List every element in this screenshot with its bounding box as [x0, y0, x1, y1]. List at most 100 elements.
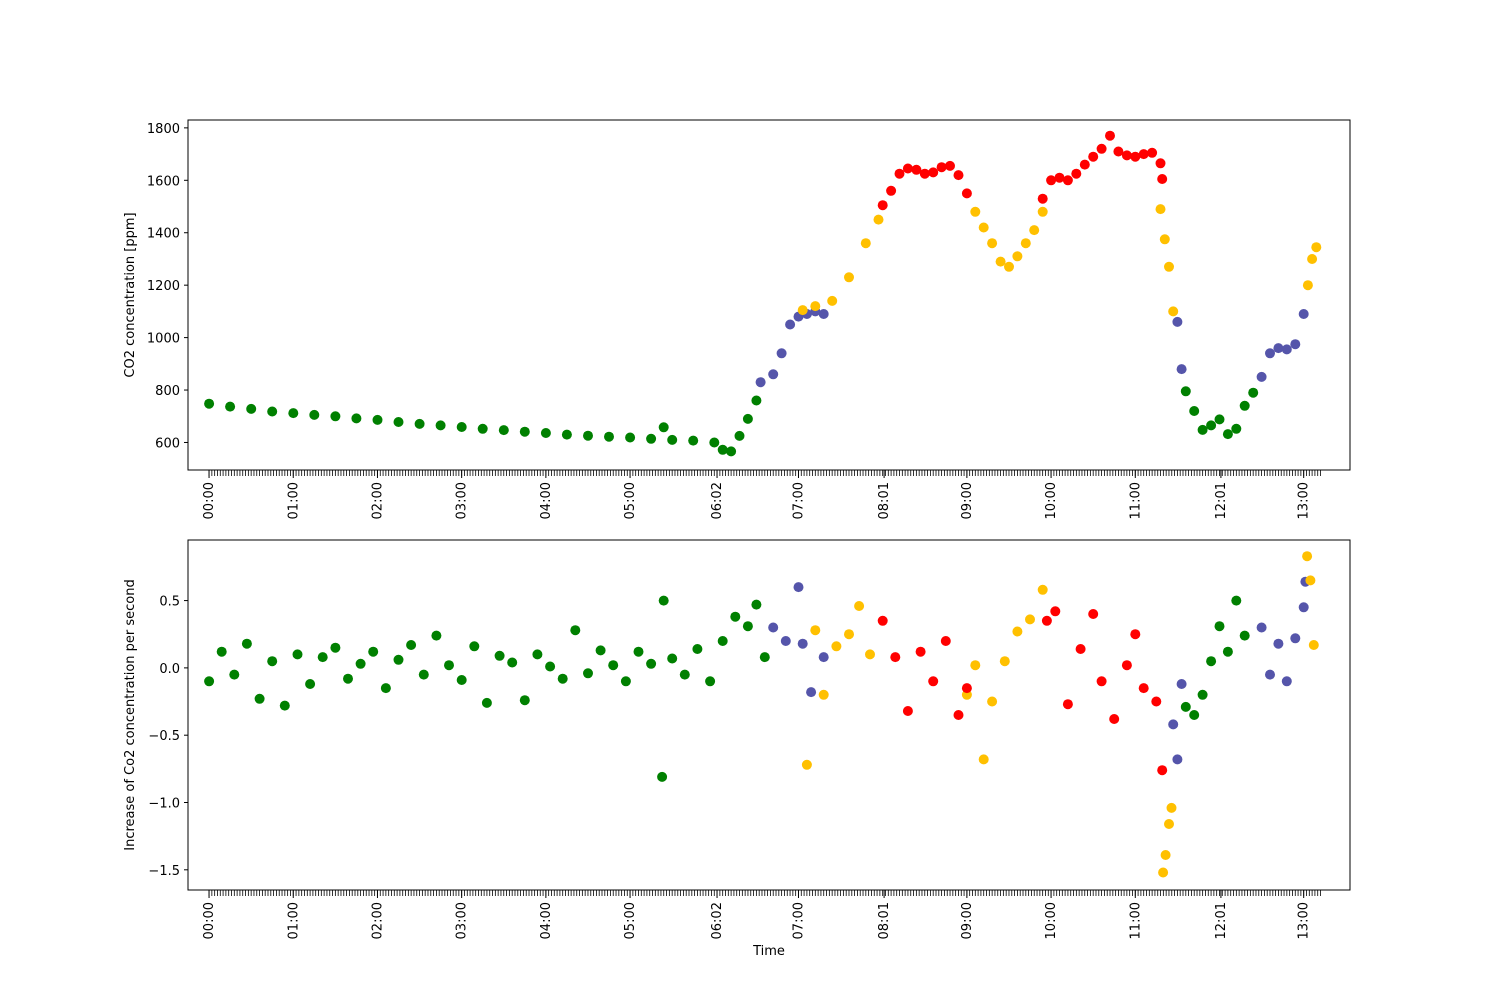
data-point-blue — [1273, 638, 1284, 649]
data-point-green — [561, 429, 572, 440]
data-point-green — [225, 401, 236, 412]
data-point-green — [456, 675, 467, 685]
data-point-green — [604, 431, 614, 442]
y-tick-label: −0.5 — [148, 729, 180, 744]
data-point-red — [1041, 615, 1052, 626]
data-point-yellow — [827, 295, 838, 306]
x-tick-label: 10:00 — [1044, 482, 1059, 519]
data-point-green — [1239, 400, 1250, 411]
data-point-red — [902, 163, 913, 174]
plot-area-frame — [187, 539, 1351, 891]
x-tick-label: 06:02 — [710, 902, 725, 939]
data-point-green — [751, 599, 762, 610]
data-point-yellow — [1025, 614, 1035, 625]
data-point-red — [1088, 609, 1099, 619]
x-tick-label: 11:00 — [1128, 902, 1143, 939]
data-point-yellow — [1302, 551, 1313, 562]
y-tick-label: 0.5 — [159, 595, 180, 610]
data-point-red — [1138, 683, 1149, 694]
x-tick-label: 07:00 — [791, 482, 806, 519]
data-point-blue — [1176, 679, 1187, 689]
data-point-yellow — [801, 759, 812, 770]
data-point-yellow — [987, 238, 998, 249]
data-point-yellow — [865, 649, 875, 660]
data-point-yellow — [844, 272, 854, 283]
x-tick-label: 12:01 — [1214, 902, 1229, 939]
data-point-red — [877, 200, 888, 211]
data-point-green — [305, 679, 316, 689]
data-point-green — [519, 695, 530, 706]
data-point-yellow — [987, 696, 998, 707]
data-point-green — [658, 595, 669, 606]
x-tick-label: 09:00 — [960, 902, 975, 939]
data-point-green — [292, 649, 303, 660]
data-point-yellow — [1168, 306, 1179, 317]
x-tick-label: 00:00 — [202, 902, 217, 939]
data-point-green — [418, 669, 429, 680]
data-point-yellow — [1302, 280, 1313, 291]
data-point-yellow — [854, 601, 865, 611]
data-point-yellow — [1164, 261, 1174, 272]
data-point-green — [246, 403, 257, 414]
x-tick-label: 11:00 — [1128, 482, 1143, 519]
data-point-green — [1239, 630, 1250, 641]
data-point-green — [570, 625, 581, 636]
data-point-red — [890, 652, 901, 663]
data-point-yellow — [1160, 850, 1171, 860]
data-point-green — [393, 417, 404, 427]
data-point-blue — [1290, 339, 1301, 350]
data-point-blue — [780, 636, 791, 646]
y-tick-label: 1400 — [147, 227, 180, 242]
data-point-yellow — [831, 641, 842, 652]
y-tick-label: 1200 — [147, 279, 180, 294]
x-tick-label: 03:00 — [455, 482, 470, 519]
data-point-green — [540, 428, 551, 438]
data-point-blue — [1256, 371, 1267, 382]
y-axis-label: Increase of Co2 concentration per second — [123, 579, 138, 851]
data-point-yellow — [999, 656, 1010, 667]
data-point-yellow — [1037, 206, 1048, 217]
data-point-green — [633, 646, 644, 657]
data-point-green — [679, 669, 690, 680]
y-tick-label: 1000 — [147, 332, 180, 347]
x-tick-label: 06:02 — [710, 482, 725, 519]
data-point-green — [1180, 386, 1191, 397]
x-tick-label: 08:01 — [877, 902, 892, 939]
data-point-green — [216, 646, 227, 657]
co2-increase-chart: −1.5−1.0−0.50.00.5 00:00 01:00 02:00 03:00 0… — [123, 539, 1351, 959]
data-point-green — [583, 430, 593, 441]
data-point-red — [902, 706, 913, 716]
data-point-yellow — [1158, 867, 1169, 878]
y-axis-ticks: 600 800 1000 1200 1400 1600 1800 — [147, 122, 188, 451]
data-point-yellow — [970, 206, 981, 217]
data-point-green — [620, 676, 631, 687]
data-point-green — [1214, 414, 1225, 425]
data-point-blue — [1256, 622, 1267, 633]
data-point-green — [717, 636, 728, 646]
data-point-red — [1062, 699, 1073, 710]
data-point-blue — [1176, 364, 1187, 375]
data-point-green — [1206, 656, 1217, 667]
data-point-green — [380, 683, 391, 694]
x-tick-label: 01:00 — [286, 482, 301, 519]
x-tick-label: 05:00 — [623, 482, 638, 519]
data-point-green — [595, 645, 606, 656]
x-tick-label: 04:00 — [539, 902, 554, 939]
x-axis-ticks: 00:00 01:00 02:00 03:00 04:00 05:00 06:02 07:00… — [202, 890, 1321, 939]
data-point-green — [204, 676, 215, 687]
data-point-red — [1079, 159, 1090, 170]
data-point-green — [1197, 689, 1208, 700]
data-point-yellow — [995, 256, 1006, 267]
data-point-green — [444, 660, 454, 671]
y-tick-label: −1.5 — [148, 864, 180, 879]
data-point-red — [886, 185, 897, 196]
data-point-green — [1231, 595, 1242, 606]
data-point-red — [940, 636, 951, 646]
data-point-blue — [818, 309, 829, 319]
data-point-red — [894, 168, 905, 179]
data-point-green — [279, 700, 290, 711]
data-point-red — [1138, 149, 1149, 160]
data-point-blue — [818, 652, 829, 663]
x-tick-label: 02:00 — [370, 482, 385, 519]
